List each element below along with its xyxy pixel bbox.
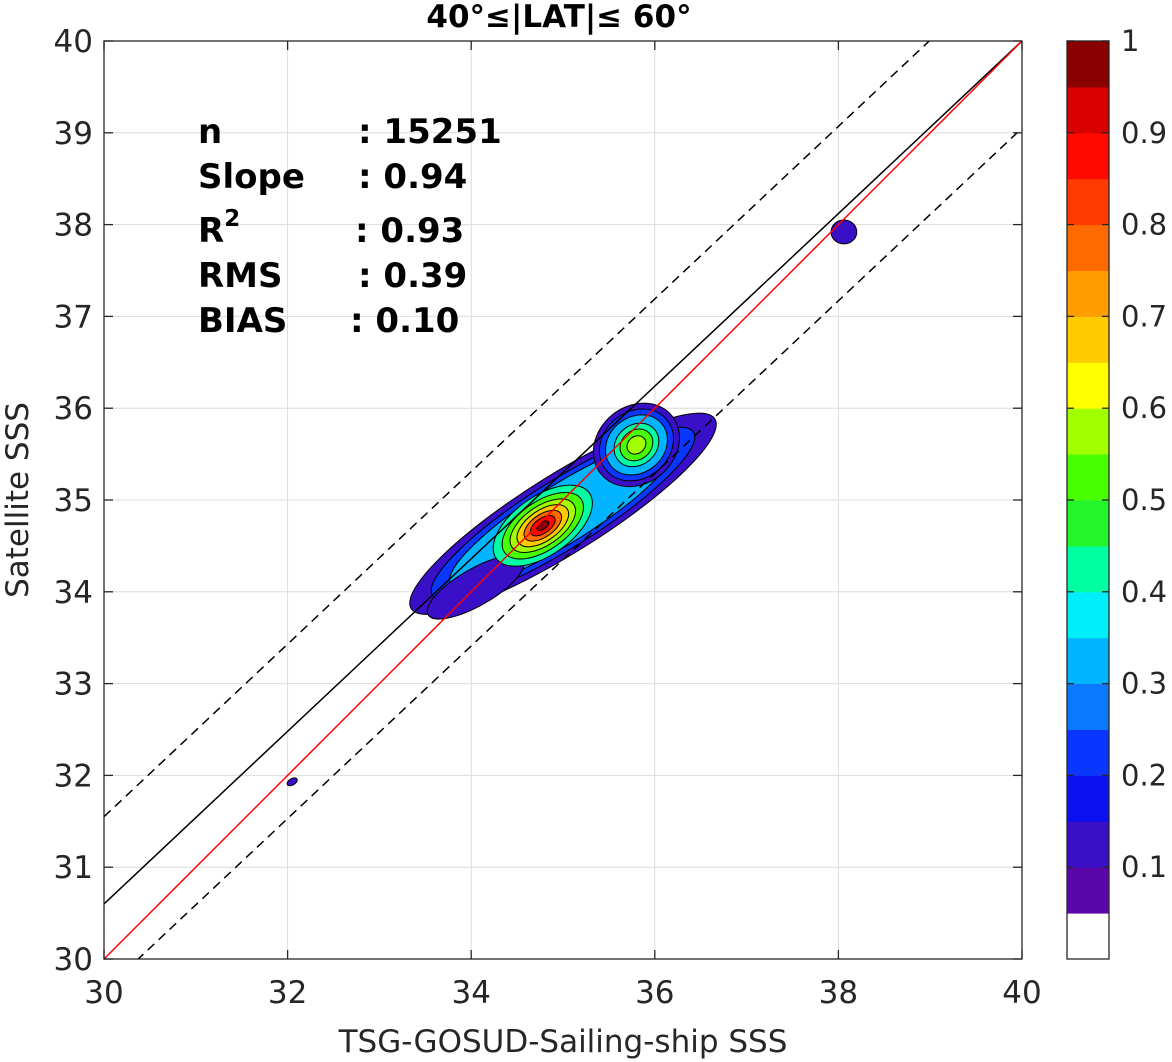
stat-n-value: : 15251 (358, 112, 502, 152)
colorbar-tick-label: 1 (1121, 24, 1139, 58)
colorbar-tick-label: 0.8 (1121, 208, 1167, 242)
x-tick-labels: 30 32 34 36 38 40 (84, 975, 1041, 1011)
colorbar-tick-label: 0.2 (1121, 758, 1167, 792)
x-tick-label: 30 (84, 975, 123, 1011)
colorbar-segment (1067, 500, 1109, 547)
colorbar-tick-label: 0.9 (1121, 116, 1167, 150)
density-contour (286, 777, 298, 787)
x-tick-label: 36 (635, 975, 674, 1011)
stat-bias-value: : 0.10 (350, 301, 459, 341)
colorbar-segment (1067, 224, 1109, 271)
y-tick-label: 31 (54, 850, 93, 886)
grid (104, 41, 1022, 959)
colorbar-segment (1067, 545, 1109, 593)
colorbar-segment (1067, 775, 1109, 822)
stat-bias-label: BIAS (198, 301, 287, 341)
chart-title: 40°≤|LAT|≤ 60° (426, 0, 691, 35)
colorbar-segment (1067, 41, 1109, 88)
colorbar-tick-label: 0.5 (1121, 483, 1167, 517)
y-tick-label: 39 (54, 116, 93, 152)
y-axis-label: Satellite SSS (0, 402, 36, 598)
y-tick-label: 38 (54, 208, 93, 244)
y-tick-label: 36 (54, 391, 93, 427)
stat-r2-letter: R (198, 211, 224, 251)
colorbar-segment (1067, 867, 1109, 914)
colorbar-segment (1067, 132, 1109, 180)
x-tick-label: 34 (451, 975, 490, 1011)
colorbar-segment (1067, 683, 1109, 730)
density-contour (830, 219, 858, 245)
colorbar-tick-label: 0.6 (1121, 391, 1167, 425)
x-tick-label: 40 (1002, 975, 1041, 1011)
colorbar-tick-label: 0.4 (1121, 575, 1167, 609)
y-tick-label: 40 (54, 24, 93, 60)
y-tick-labels: 30 31 32 33 34 35 36 37 38 39 40 (54, 24, 93, 978)
colorbar-segment (1067, 454, 1109, 501)
colorbar-segment (1067, 178, 1109, 226)
y-tick-label: 33 (54, 667, 93, 703)
y-tick-label: 35 (54, 483, 93, 519)
y-tick-label: 30 (54, 942, 93, 978)
reference-lines (104, 41, 1022, 959)
x-axis-label: TSG-GOSUD-Sailing-ship SSS (338, 1024, 788, 1060)
regression-line (104, 41, 1022, 905)
colorbar-segment (1067, 316, 1109, 363)
y-tick-label: 37 (54, 299, 93, 335)
y-tick-label: 34 (54, 575, 93, 611)
colorbar-segment (1067, 637, 1109, 685)
colorbar-segment (1067, 86, 1109, 134)
colorbar-segment (1067, 408, 1109, 455)
density-contour (626, 435, 647, 455)
colorbar (1066, 40, 1110, 960)
colorbar-tick-label: 0.7 (1121, 299, 1167, 333)
colorbar-segment (1067, 729, 1109, 776)
stat-rms-value: : 0.39 (358, 256, 467, 296)
colorbar-segment (1067, 821, 1109, 868)
stat-slope-value: : 0.94 (358, 157, 467, 197)
density-contours (286, 219, 858, 787)
y-tick-label: 32 (54, 758, 93, 794)
colorbar-tick-label: 0.1 (1121, 850, 1167, 884)
colorbar-segment (1067, 591, 1109, 639)
colorbar-segment (1067, 913, 1109, 960)
colorbar-labels: 0.1 0.2 0.3 0.4 0.5 0.6 0.7 0.8 0.9 1 (1121, 24, 1167, 884)
stat-slope-label: Slope (198, 157, 305, 197)
axis-ticks (103, 40, 1023, 960)
colorbar-tick-label: 0.3 (1121, 667, 1167, 701)
stat-r2-label: R2 (198, 206, 240, 251)
stat-n-label: n (198, 112, 222, 152)
stat-rms-label: RMS (198, 256, 283, 296)
x-tick-label: 32 (268, 975, 307, 1011)
x-tick-label: 38 (819, 975, 858, 1011)
stats-block: n : 15251 Slope : 0.94 R2 : 0.93 RMS : 0… (198, 112, 502, 341)
one-to-one-line (104, 41, 1022, 959)
stat-r2-value: : 0.93 (355, 211, 464, 251)
colorbar-segment (1067, 270, 1109, 317)
colorbar-segment (1067, 362, 1109, 409)
stat-r2-superscript: 2 (224, 206, 240, 232)
